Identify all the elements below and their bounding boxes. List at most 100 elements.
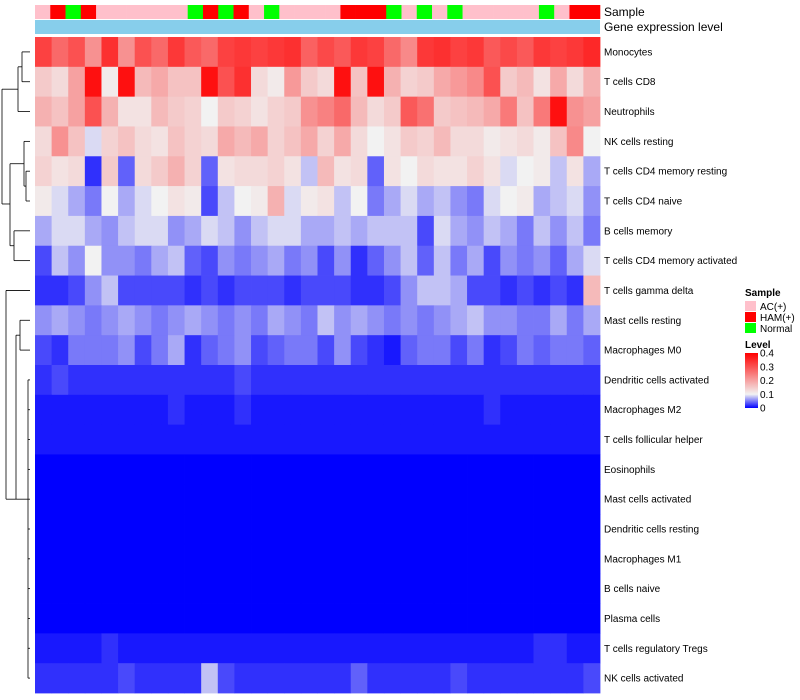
heatmap-cell [267,603,285,634]
heatmap-cell [234,156,252,187]
heatmap-cell [367,245,385,276]
heatmap-cell [51,215,69,247]
heatmap-cell [417,335,435,366]
heatmap-cell [35,365,53,396]
heatmap-cell [334,484,352,515]
heatmap-cell [550,335,568,366]
heatmap-cell [68,543,86,575]
heatmap-cell [300,245,318,276]
heatmap-cell [483,335,501,366]
heatmap-cell [184,335,202,366]
heatmap-cell [101,514,119,545]
heatmap-cell [467,186,485,217]
heatmap-cell [84,424,102,455]
heatmap-cell [134,245,152,276]
heatmap-cell [35,454,53,485]
heatmap-cell [167,454,185,485]
heatmap-cell [383,126,401,157]
heatmap-cell [317,543,335,575]
heatmap-cell [118,514,136,545]
heatmap-cell [566,514,584,545]
heatmap-cell [533,96,551,127]
heatmap-cell [383,543,401,575]
sample-annotation-cell [233,5,250,19]
sample-annotation-cell [447,5,463,19]
heatmap-cell [84,514,102,545]
heatmap-cell [516,394,534,426]
heatmap-cell [267,245,285,276]
heatmap-cell [400,215,418,247]
heatmap-cell [184,37,202,68]
heatmap-cell [467,663,485,694]
heatmap-cell [433,305,451,336]
heatmap-cell [334,275,352,306]
heatmap-cell [483,633,501,664]
heatmap-cell [68,394,86,426]
heatmap-cell [483,603,501,634]
heatmap-cell [533,215,551,247]
row-label: T cells CD4 memory activated [604,256,737,267]
heatmap-cell [566,37,584,68]
heatmap-cell [84,633,102,664]
heatmap-cell [68,365,86,396]
row-label: B cells naive [604,584,661,595]
heatmap-cell [367,663,385,694]
heatmap-cell [201,394,219,426]
heatmap-cell [234,335,252,366]
heatmap-cell [483,573,501,604]
row-label: Macrophages M0 [604,346,682,357]
heatmap-cell [217,543,235,575]
heatmap-cell [201,573,219,604]
heatmap-cell [217,484,235,515]
sample-annotation-cell [370,5,387,19]
level-legend-tick: 0.4 [760,349,774,360]
heatmap-cell [84,186,102,217]
row-label: Mast cells resting [604,316,681,327]
heatmap-cell [533,484,551,515]
heatmap-cell [267,305,285,336]
heatmap-cell [217,365,235,396]
heatmap-cell [400,245,418,276]
heatmap-cell [467,454,485,485]
heatmap-cell [151,96,169,127]
heatmap-cell [516,275,534,306]
heatmap-cell [350,573,368,604]
heatmap-cell [417,573,435,604]
heatmap-cell [217,37,235,68]
heatmap-cell [566,454,584,485]
heatmap-cell [417,245,435,276]
sample-annotation-cell [554,5,570,19]
heatmap-cell [284,245,302,276]
heatmap-cell [450,454,468,485]
heatmap-cell [566,186,584,217]
heatmap-cell [350,484,368,515]
heatmap-cell [566,484,584,515]
heatmap-cell [35,66,53,98]
sample-legend-label: AC(+) [760,302,786,313]
heatmap-cell [550,454,568,485]
heatmap-cell [483,514,501,545]
level-legend-tick: 0.3 [760,362,774,373]
heatmap-cell [134,66,152,98]
heatmap-cell [284,573,302,604]
heatmap-cell [566,663,584,694]
heatmap-cell [84,37,102,68]
heatmap-cell [334,96,352,127]
heatmap-cell [467,514,485,545]
heatmap-cell [68,454,86,485]
heatmap-cell [101,275,119,306]
heatmap-cell [334,365,352,396]
heatmap-cell [516,543,534,575]
heatmap-cell [51,186,69,217]
heatmap-cell [251,365,269,396]
heatmap-cell [234,514,252,545]
heatmap-cell [51,305,69,336]
heatmap-cell [483,454,501,485]
heatmap-cell [334,424,352,455]
heatmap-cell [433,156,451,187]
heatmap-cell [35,96,53,127]
heatmap-cell [217,275,235,306]
row-label: Mast cells activated [604,495,691,506]
heatmap-cell [118,484,136,515]
heatmap-cell [350,126,368,157]
